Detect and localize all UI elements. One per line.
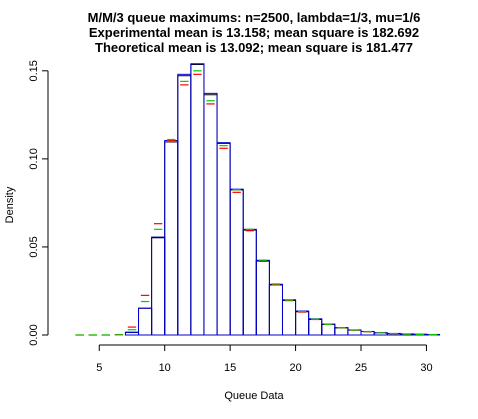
histogram-bar xyxy=(229,188,244,336)
histogram-bar xyxy=(164,140,179,336)
histogram-bar xyxy=(216,142,231,336)
histogram-bar xyxy=(308,319,323,336)
histogram-bar xyxy=(242,229,257,336)
histogram-bar xyxy=(229,189,244,336)
histogram-bar xyxy=(281,299,297,336)
chart-title-line-2: Experimental mean is 13.158; mean square… xyxy=(89,25,419,40)
x-tick-label: 25 xyxy=(355,362,367,374)
histogram-bar xyxy=(138,307,153,336)
histogram-bar xyxy=(138,307,153,336)
x-tick-label: 10 xyxy=(159,362,171,374)
x-axis: 5 10 15 20 25 30 xyxy=(96,344,433,374)
y-axis-label: Density xyxy=(4,186,16,223)
y-tick-label: 0.15 xyxy=(28,60,40,81)
histogram-bar xyxy=(151,236,166,336)
histogram-bar xyxy=(255,260,270,336)
histogram-bar xyxy=(321,323,336,336)
series-2 xyxy=(75,70,438,336)
y-tick-label: 0.10 xyxy=(28,148,40,169)
histogram-bar xyxy=(177,73,192,336)
y-tick-label: 0.00 xyxy=(28,324,40,345)
histogram-bar xyxy=(268,283,283,336)
histogram-bar xyxy=(190,63,205,336)
histogram-bar xyxy=(321,323,336,336)
histogram-bar xyxy=(308,318,323,336)
histogram-bar xyxy=(242,228,257,336)
histogram-bar xyxy=(216,142,231,336)
histogram-bar xyxy=(203,94,218,336)
x-tick-label: 15 xyxy=(224,362,236,374)
y-axis: 0.00 0.05 0.10 0.15 xyxy=(28,60,49,346)
x-tick-label: 30 xyxy=(420,362,432,374)
x-tick-label: 5 xyxy=(96,362,102,374)
histogram-bar xyxy=(255,259,270,336)
histogram-bar xyxy=(334,327,349,336)
y-tick-label: 0.05 xyxy=(28,236,40,257)
series-3 xyxy=(124,63,441,336)
histogram-bar xyxy=(124,332,140,336)
histogram-bar xyxy=(295,310,310,336)
histogram-bar xyxy=(281,299,297,336)
chart-title-line-3: Theoretical mean is 13.092; mean square … xyxy=(95,40,413,55)
histogram-bar xyxy=(268,284,283,336)
x-axis-label: Queue Data xyxy=(224,390,284,402)
histogram-bar xyxy=(164,141,179,336)
x-tick-label: 20 xyxy=(289,362,301,374)
histogram-bar xyxy=(295,311,310,336)
plot-series xyxy=(75,63,441,336)
histogram-bar xyxy=(177,75,192,336)
histogram-bar xyxy=(190,63,205,336)
histogram-bar xyxy=(151,237,166,336)
histogram-bar xyxy=(334,327,349,336)
histogram-bar xyxy=(203,92,218,336)
chart-title-line-1: M/M/3 queue maximums: n=2500, lambda=1/3… xyxy=(88,10,421,25)
